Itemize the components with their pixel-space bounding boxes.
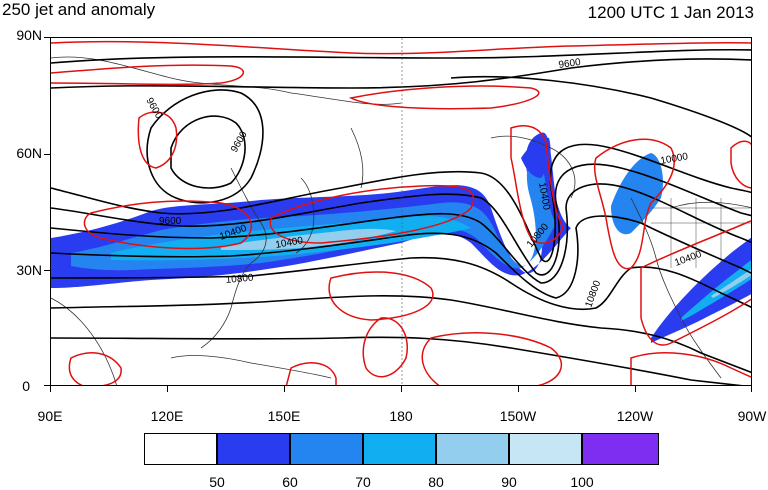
contour-line xyxy=(170,115,246,189)
colorbar-label-50: 50 xyxy=(209,474,225,490)
tick-mark xyxy=(44,385,50,386)
contour-label: 9600 xyxy=(229,129,250,154)
colorbar-box-60-70 xyxy=(290,433,363,465)
anomaly-line xyxy=(510,125,564,244)
contour-line xyxy=(51,295,751,374)
contour-label: 10800 xyxy=(225,273,254,286)
tick-mark xyxy=(284,386,285,392)
tick-mark xyxy=(635,386,636,392)
anomaly-line xyxy=(83,200,253,250)
contour-label: 10400 xyxy=(275,235,305,251)
anomaly-line xyxy=(51,40,751,55)
colorbar-box-80-90 xyxy=(436,433,509,465)
plot-title: 250 jet and anomaly xyxy=(2,0,156,19)
colorbar-label-80: 80 xyxy=(428,474,444,490)
anomaly-line xyxy=(137,111,178,169)
tick-mark xyxy=(44,270,50,271)
colorbar-box-90-100 xyxy=(509,433,582,465)
contour-line xyxy=(51,48,751,64)
jet-band-right-50 xyxy=(651,237,751,343)
tick-mark xyxy=(518,386,519,392)
state-border xyxy=(651,198,751,268)
coastline-indonesia xyxy=(170,355,332,379)
colorbar-label-70: 70 xyxy=(355,474,371,490)
lon-label-180: 180 xyxy=(389,408,413,424)
anomaly-line xyxy=(328,271,434,321)
tick-mark xyxy=(44,37,50,38)
anomaly-line xyxy=(730,140,751,189)
jet-stream-fill xyxy=(51,132,751,343)
contour-line xyxy=(51,336,743,385)
lat-label-90n: 90N xyxy=(16,27,42,43)
anomaly-line xyxy=(421,332,563,385)
tick-mark xyxy=(50,386,51,392)
jet-band-right-70 xyxy=(711,269,751,298)
lon-label-120e: 120E xyxy=(150,408,184,424)
coastline-alaska xyxy=(490,135,576,199)
colorbar-label-100: 100 xyxy=(570,474,594,490)
colorbar-box-70-80 xyxy=(363,433,436,465)
contour-label: 9600 xyxy=(143,96,164,121)
tick-mark xyxy=(44,154,50,155)
colorbar-label-60: 60 xyxy=(282,474,298,490)
coastline-asia-north xyxy=(51,56,402,105)
anomaly-line xyxy=(630,352,751,385)
anomaly-contours xyxy=(51,40,751,385)
tick-mark xyxy=(167,386,168,392)
map-canvas: 9600 9600 9600 9600 10400 10400 10800 10… xyxy=(51,38,751,385)
lat-label-30n: 30N xyxy=(16,262,42,278)
contour-label: 9600 xyxy=(558,57,582,71)
map-panel: 9600 9600 9600 9600 10400 10400 10800 10… xyxy=(50,37,752,386)
lon-label-90e: 90E xyxy=(37,408,63,424)
contour-label: 10000 xyxy=(660,151,690,167)
anomaly-line xyxy=(594,138,675,270)
lon-label-150e: 150E xyxy=(267,408,301,424)
anomaly-line xyxy=(362,317,408,378)
contour-line xyxy=(51,183,751,284)
plot-timestamp: 1200 UTC 1 Jan 2013 xyxy=(587,3,754,22)
contour-line xyxy=(51,58,751,89)
lon-label-90w: 90W xyxy=(737,408,767,424)
coastline-india xyxy=(51,297,117,385)
contour-line xyxy=(450,75,751,138)
lon-label-120w: 120W xyxy=(616,408,654,424)
anomaly-line xyxy=(348,85,540,110)
anomaly-line xyxy=(285,362,337,385)
lon-label-150w: 150W xyxy=(499,408,537,424)
coastline-na-interior xyxy=(670,201,751,209)
anomaly-line xyxy=(51,64,244,86)
anomaly-line xyxy=(640,220,751,346)
jet-band-canada xyxy=(611,153,663,235)
contour-label: 10400 xyxy=(536,182,552,212)
contour-line xyxy=(51,215,751,299)
coastline-china-east xyxy=(200,167,267,349)
contour-line xyxy=(51,163,751,276)
colorbar-label-90: 90 xyxy=(501,474,517,490)
coastline-kamchatka xyxy=(350,127,364,189)
coastline-na-west xyxy=(630,197,722,379)
colorbar-box-below-50 xyxy=(144,433,217,465)
colorbar-box-above-100 xyxy=(582,433,659,465)
anomaly-line xyxy=(68,352,122,385)
tick-mark xyxy=(751,386,752,392)
jet-band-alaska xyxy=(521,137,551,178)
tick-mark xyxy=(401,386,402,392)
anomaly-line xyxy=(269,184,475,244)
state-borders xyxy=(651,198,751,268)
colorbar-box-50-60 xyxy=(217,433,290,465)
contour-line xyxy=(146,89,264,204)
lat-label-60n: 60N xyxy=(16,145,42,161)
lat-label-eq: 0 xyxy=(22,378,30,394)
contour-label: 9600 xyxy=(159,216,182,227)
